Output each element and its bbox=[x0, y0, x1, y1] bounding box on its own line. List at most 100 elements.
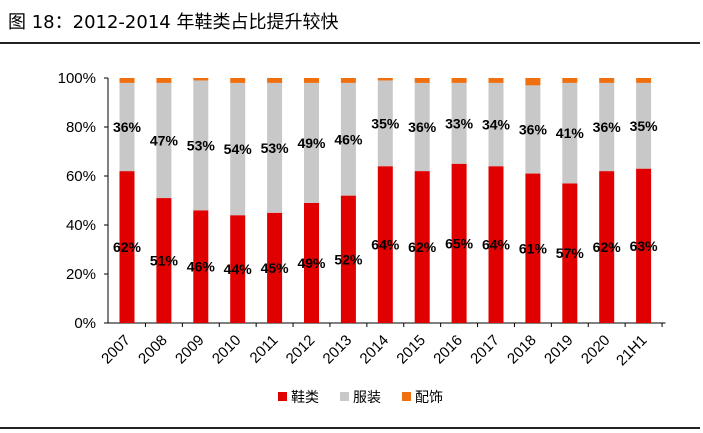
x-tick-label: 2011 bbox=[247, 332, 282, 367]
x-tick-label: 2008 bbox=[135, 332, 171, 368]
data-label: 47% bbox=[150, 132, 179, 148]
bar-segment bbox=[267, 82, 283, 213]
data-label: 41% bbox=[556, 125, 585, 141]
data-label: 44% bbox=[224, 261, 253, 277]
x-tick-label: 2016 bbox=[430, 332, 466, 368]
bar-segment bbox=[525, 173, 541, 323]
x-tick-label: 2017 bbox=[467, 332, 503, 368]
bar-segment bbox=[599, 82, 615, 172]
title-divider bbox=[0, 42, 700, 44]
legend-swatch bbox=[402, 392, 411, 401]
x-tick-label: 2019 bbox=[541, 332, 577, 368]
data-label: 62% bbox=[408, 239, 437, 255]
legend-label: 鞋类 bbox=[291, 390, 319, 406]
bar-segment bbox=[230, 215, 246, 323]
bottom-divider bbox=[0, 427, 700, 429]
x-tick-label: 2020 bbox=[578, 332, 614, 368]
data-label: 46% bbox=[187, 259, 216, 275]
bar-segment bbox=[488, 166, 504, 323]
bar-segment bbox=[193, 210, 209, 323]
bar-segment bbox=[636, 82, 652, 169]
bar-segment bbox=[377, 166, 393, 323]
bar-segment bbox=[562, 82, 578, 184]
bar-segment bbox=[267, 212, 283, 323]
data-label: 46% bbox=[334, 131, 363, 147]
data-label: 57% bbox=[556, 245, 585, 261]
data-label: 49% bbox=[297, 255, 326, 271]
bar-segment bbox=[304, 82, 319, 203]
bar-segment bbox=[562, 78, 578, 83]
y-tick-label: 60% bbox=[66, 168, 96, 185]
bar-segment bbox=[340, 195, 356, 323]
bar-segment bbox=[599, 78, 615, 83]
data-label: 34% bbox=[482, 117, 511, 133]
legend-swatch bbox=[340, 392, 349, 401]
bar-segment bbox=[340, 82, 356, 196]
bar-segment bbox=[636, 168, 652, 323]
bar-segment bbox=[562, 183, 578, 323]
bar-segment bbox=[414, 78, 430, 83]
data-label: 35% bbox=[630, 118, 659, 134]
data-label: 62% bbox=[593, 239, 622, 255]
x-tick-label: 2007 bbox=[98, 332, 134, 368]
data-label: 36% bbox=[113, 119, 142, 135]
data-label: 65% bbox=[445, 235, 474, 251]
data-label: 36% bbox=[519, 121, 548, 137]
bar-segment bbox=[525, 85, 541, 174]
bar-segment bbox=[230, 82, 246, 216]
bar-segment bbox=[304, 202, 319, 323]
legend-label: 服装 bbox=[353, 390, 381, 406]
bar-segment bbox=[340, 78, 356, 83]
bar-segment bbox=[304, 78, 319, 83]
bar-segment bbox=[119, 171, 135, 323]
bar-segment bbox=[267, 78, 283, 83]
bar-segment bbox=[451, 163, 467, 323]
bar-segment bbox=[156, 198, 172, 323]
bar-segment bbox=[119, 78, 135, 83]
y-tick-label: 0% bbox=[74, 315, 96, 332]
bar-segment bbox=[377, 80, 393, 167]
bar-segment bbox=[193, 78, 209, 81]
x-tick-label: 2010 bbox=[209, 332, 245, 368]
bar-segment bbox=[636, 78, 652, 83]
bar-segment bbox=[119, 82, 135, 172]
legend-swatch bbox=[278, 392, 287, 401]
x-tick-label: 2018 bbox=[504, 332, 540, 368]
x-tick-label: 2009 bbox=[172, 332, 208, 368]
x-tick-label: 2014 bbox=[357, 332, 393, 368]
bar-segment bbox=[156, 78, 172, 83]
bar-segment bbox=[193, 80, 209, 211]
bar-segment bbox=[525, 78, 541, 86]
bar-segment bbox=[488, 82, 504, 167]
data-label: 33% bbox=[445, 115, 474, 131]
data-label: 64% bbox=[482, 237, 511, 253]
data-label: 35% bbox=[371, 115, 400, 131]
bar-segment bbox=[156, 82, 172, 199]
x-tick-label: 2012 bbox=[283, 332, 319, 368]
bar-segment bbox=[414, 82, 430, 172]
data-label: 54% bbox=[224, 141, 253, 157]
data-label: 62% bbox=[113, 239, 142, 255]
data-label: 45% bbox=[261, 260, 290, 276]
data-label: 53% bbox=[187, 137, 216, 153]
y-tick-label: 40% bbox=[66, 217, 96, 234]
data-label: 63% bbox=[630, 238, 659, 254]
bar-segment bbox=[488, 78, 504, 83]
data-label: 52% bbox=[334, 251, 363, 267]
x-tick-label: 21H1 bbox=[613, 332, 650, 369]
legend-label: 配饰 bbox=[415, 390, 443, 406]
bar-segment bbox=[451, 82, 467, 164]
bar-segment bbox=[377, 78, 393, 81]
bar-segment bbox=[414, 171, 430, 323]
y-tick-label: 80% bbox=[66, 119, 96, 136]
data-label: 51% bbox=[150, 253, 179, 269]
data-label: 36% bbox=[408, 119, 437, 135]
figure-title: 图 18：2012-2014 年鞋类占比提升较快 bbox=[8, 12, 339, 33]
x-tick-label: 2015 bbox=[393, 332, 429, 368]
y-tick-label: 100% bbox=[58, 70, 96, 87]
data-label: 61% bbox=[519, 240, 548, 256]
data-label: 36% bbox=[593, 119, 622, 135]
x-tick-label: 2013 bbox=[320, 332, 356, 368]
data-label: 53% bbox=[261, 140, 290, 156]
